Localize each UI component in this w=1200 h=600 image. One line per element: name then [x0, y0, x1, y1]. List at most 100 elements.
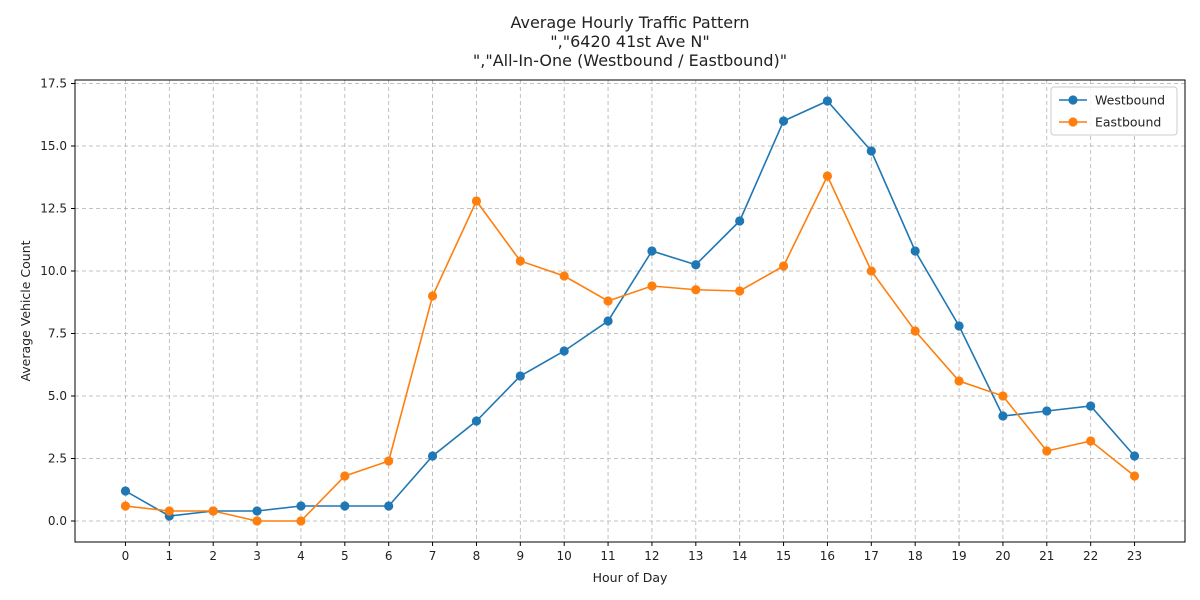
chart-title-line: ","6420 41st Ave N" — [550, 32, 709, 51]
legend-label: Westbound — [1095, 93, 1165, 108]
data-point-westbound — [998, 411, 1008, 421]
y-tick-label: 5.0 — [48, 389, 67, 403]
series-line-eastbound — [125, 174, 1136, 522]
data-point-eastbound — [296, 516, 306, 526]
data-point-westbound — [252, 506, 262, 516]
data-point-westbound — [822, 96, 833, 106]
data-point-westbound — [1129, 451, 1140, 461]
data-point-westbound — [603, 316, 613, 326]
x-tick-label: 19 — [951, 549, 966, 563]
x-tick-label: 23 — [1127, 549, 1142, 563]
x-tick-label: 17 — [864, 549, 879, 563]
data-point-eastbound — [252, 516, 262, 526]
x-tick-label: 8 — [473, 549, 481, 563]
x-tick-label: 12 — [644, 549, 659, 563]
data-point-eastbound — [691, 285, 701, 295]
legend-label: Eastbound — [1095, 115, 1161, 130]
x-tick-label: 4 — [297, 549, 305, 563]
y-tick-label: 10.0 — [40, 264, 67, 278]
y-tick-label: 7.5 — [48, 327, 67, 341]
x-tick-label: 2 — [209, 549, 217, 563]
legend-item-eastbound: Eastbound — [1059, 115, 1161, 130]
data-point-eastbound — [471, 196, 482, 206]
x-tick-label: 20 — [995, 549, 1010, 563]
x-tick-label: 3 — [253, 549, 261, 563]
x-tick-label: 13 — [688, 549, 703, 563]
data-point-eastbound — [735, 286, 745, 296]
y-axis-label: Average Vehicle Count — [18, 240, 33, 381]
x-axis-label: Hour of Day — [593, 570, 668, 585]
x-tick-label: 15 — [776, 549, 791, 563]
x-tick-label: 14 — [732, 549, 747, 563]
data-point-westbound — [1042, 406, 1052, 416]
x-tick-label: 18 — [908, 549, 923, 563]
chart-title-line: ","All-In-One (Westbound / Eastbound)" — [473, 51, 787, 70]
data-point-eastbound — [164, 506, 174, 516]
data-point-eastbound — [647, 281, 657, 291]
x-tick-label: 10 — [557, 549, 572, 563]
y-tick-label: 12.5 — [40, 202, 67, 216]
data-point-westbound — [559, 346, 569, 356]
data-point-eastbound — [1129, 471, 1140, 481]
data-point-westbound — [340, 501, 350, 511]
grid — [75, 80, 1185, 542]
x-tick-label: 11 — [600, 549, 615, 563]
data-point-westbound — [778, 116, 789, 126]
legend-marker-swatch — [1068, 95, 1078, 105]
x-axis-ticks: 0 1 2 3 4 5 6 7 8 9 10 11 12 13 14 15 16 17 18 19 20 21 22 23 — [122, 542, 1142, 563]
data-point-westbound — [647, 246, 657, 256]
legend: Westbound Eastbound — [1050, 86, 1178, 136]
data-point-eastbound — [340, 471, 350, 481]
y-tick-label: 0.0 — [48, 514, 67, 528]
data-point-eastbound — [1086, 436, 1096, 446]
data-point-eastbound — [778, 261, 789, 271]
legend-item-westbound: Westbound — [1059, 93, 1165, 108]
data-point-westbound — [515, 371, 525, 381]
data-point-westbound — [691, 260, 701, 270]
x-tick-label: 5 — [341, 549, 349, 563]
data-point-eastbound — [1042, 446, 1052, 456]
data-point-eastbound — [603, 296, 613, 306]
data-point-westbound — [384, 501, 394, 511]
data-point-westbound — [954, 321, 964, 331]
data-point-westbound — [866, 146, 876, 156]
x-tick-label: 1 — [166, 549, 174, 563]
data-point-westbound — [120, 486, 131, 496]
data-point-westbound — [910, 246, 920, 256]
data-point-westbound — [471, 416, 482, 426]
x-tick-label: 22 — [1083, 549, 1098, 563]
legend-box — [1050, 86, 1178, 136]
data-point-eastbound — [120, 501, 131, 511]
series-lines — [120, 96, 1140, 526]
chart-title: Average Hourly Traffic Pattern","6420 41… — [473, 13, 787, 70]
chart-title-line: Average Hourly Traffic Pattern — [510, 13, 749, 32]
data-point-eastbound — [515, 256, 525, 266]
series-westbound — [120, 96, 1140, 521]
x-tick-label: 9 — [516, 549, 524, 563]
data-point-eastbound — [384, 456, 394, 466]
data-point-eastbound — [559, 271, 569, 281]
data-point-eastbound — [954, 376, 964, 386]
legend-marker-swatch — [1068, 117, 1078, 127]
data-point-eastbound — [822, 171, 833, 181]
x-tick-label: 6 — [385, 549, 393, 563]
data-point-westbound — [427, 451, 438, 461]
data-point-eastbound — [427, 291, 438, 301]
x-tick-label: 16 — [820, 549, 835, 563]
data-point-westbound — [1086, 401, 1096, 411]
y-tick-label: 15.0 — [40, 139, 67, 153]
y-tick-label: 17.5 — [40, 77, 67, 91]
data-point-eastbound — [910, 326, 920, 336]
series-eastbound — [120, 171, 1140, 526]
y-axis-ticks: 0.0 2.5 5.0 7.5 10.0 12.5 15.0 17.5 — [40, 77, 75, 528]
data-point-eastbound — [208, 506, 218, 516]
series-line-westbound — [125, 100, 1136, 517]
data-point-eastbound — [866, 266, 876, 276]
data-point-westbound — [296, 501, 306, 511]
data-point-eastbound — [998, 391, 1008, 401]
y-tick-label: 2.5 — [48, 452, 67, 466]
x-tick-label: 0 — [122, 549, 130, 563]
plot-frame — [74, 79, 1186, 543]
data-point-westbound — [735, 216, 745, 226]
